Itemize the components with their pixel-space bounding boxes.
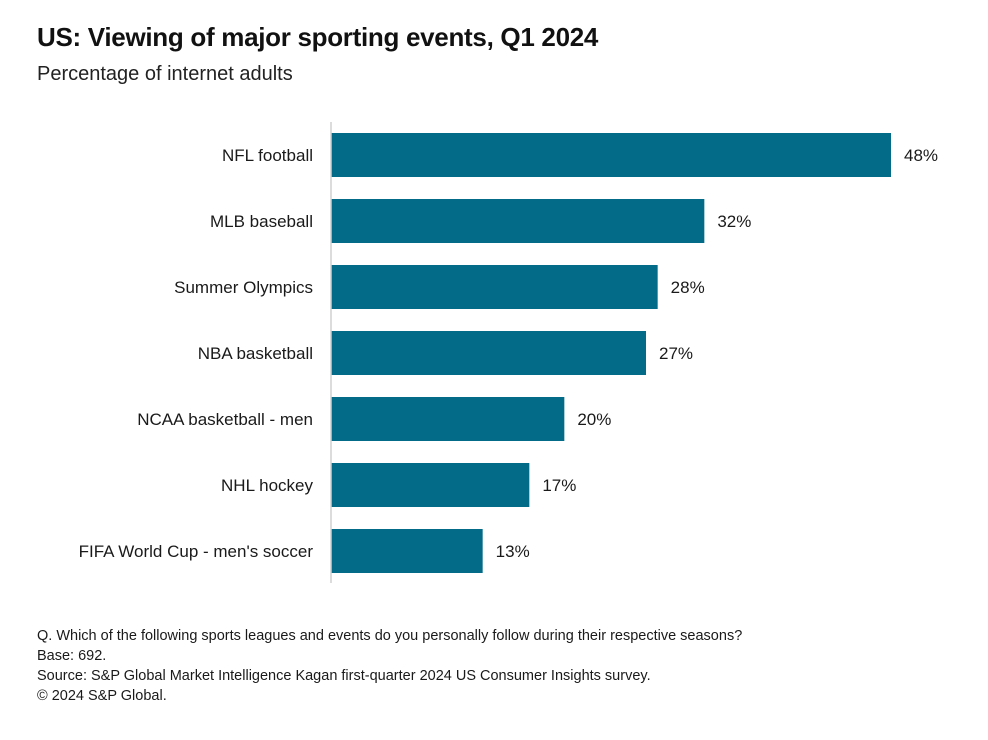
footnotes: Q. Which of the following sports leagues…	[37, 626, 742, 706]
bar-nhl-hockey	[331, 463, 530, 507]
value-label: 32%	[717, 212, 751, 231]
bar-chart: NFL football 48% MLB baseball 32% Summer Oly…	[79, 122, 938, 583]
value-label: 13%	[496, 542, 530, 561]
bar-nfl-football	[331, 133, 891, 177]
value-label: 48%	[904, 146, 938, 165]
value-label: 17%	[542, 476, 576, 495]
value-label: 20%	[577, 410, 611, 429]
category-label: NFL football	[222, 146, 313, 165]
footnote-question: Q. Which of the following sports leagues…	[37, 628, 743, 644]
category-label: Summer Olympics	[174, 278, 313, 297]
category-label: NHL hockey	[221, 476, 313, 495]
category-label: NBA basketball	[198, 344, 313, 363]
category-label: MLB baseball	[210, 212, 313, 231]
value-label: 27%	[659, 344, 693, 363]
value-label: 28%	[671, 278, 705, 297]
category-label: NCAA basketball - men	[137, 410, 313, 429]
bars-group: NFL football 48% MLB baseball 32% Summer Oly…	[79, 133, 938, 573]
chart-subtitle: Percentage of internet adults	[37, 63, 293, 85]
chart-title: US: Viewing of major sporting events, Q1…	[37, 22, 599, 52]
bar-mlb-baseball	[331, 199, 705, 243]
bar-nba-basketball	[331, 331, 646, 375]
bar-fifa-world-cup-men-s-soccer	[331, 529, 483, 573]
bar-summer-olympics	[331, 265, 658, 309]
footnote-copyright: © 2024 S&P Global.	[37, 688, 167, 704]
footnote-base: Base: 692.	[37, 648, 107, 664]
category-label: FIFA World Cup - men's soccer	[79, 542, 314, 561]
bar-ncaa-basketball-men	[331, 397, 565, 441]
footnote-source: Source: S&P Global Market Intelligence K…	[37, 668, 651, 684]
